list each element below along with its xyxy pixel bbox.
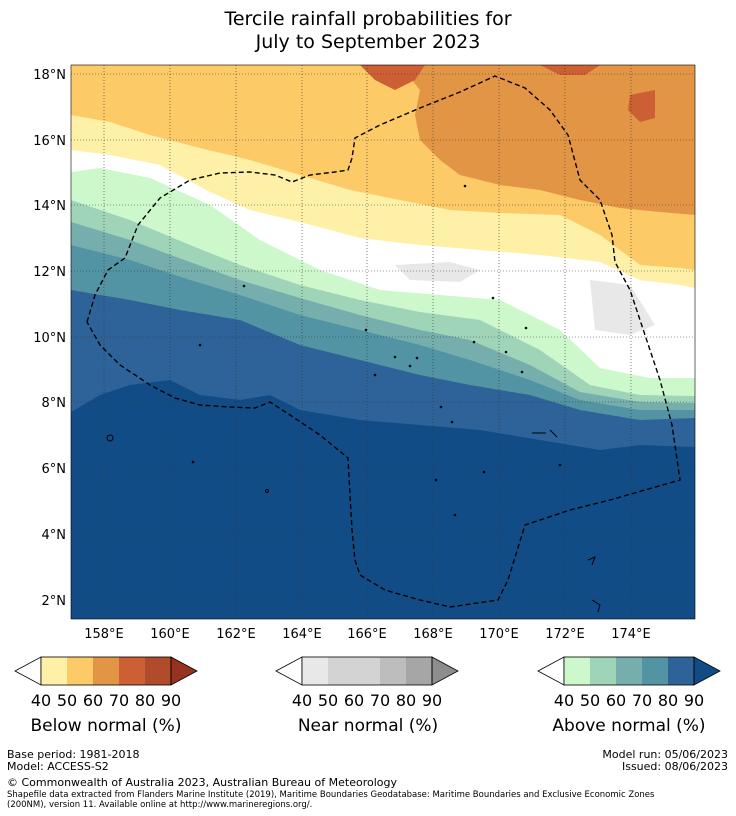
islands [106,184,601,613]
cb-near-70 [380,657,406,685]
cb-above-over [693,656,721,686]
cb-below-50 [67,657,93,685]
cb-above-70 [642,657,668,685]
region-below-70-east [628,90,655,122]
cb-below-tick-80: 80 [135,691,155,710]
cb-above-80 [668,657,694,685]
cb-near-tick-60: 60 [344,691,364,710]
shapefile-credit-line-1: Shapefile data extracted from Flanders M… [7,790,655,800]
cb-below-over [170,656,198,686]
lon-label-172e: 172°E [545,627,585,642]
region-below-70-north [360,65,425,90]
lon-label-160e: 160°E [150,627,190,642]
region-below-60 [400,65,695,215]
cb-below-80 [145,657,171,685]
lat-label-4n: 4°N [42,528,67,543]
cb-near-40 [302,657,328,685]
lat-label-14n: 14°N [33,199,66,214]
lon-label-164e: 164°E [282,627,322,642]
cb-above-40 [564,657,590,685]
cb-near-80 [406,657,432,685]
below-normal-label: Below normal (%) [30,716,182,736]
lon-label-166e: 166°E [347,627,387,642]
base-period: Base period: 1981-2018 [7,748,140,761]
lat-label-8n: 8°N [42,396,67,411]
colorbar-near-normal: 40 50 60 70 80 90 [275,656,459,710]
copyright-notice: © Commonwealth of Australia 2023, Austra… [7,776,397,789]
cb-near-tick-50: 50 [318,691,338,710]
lat-label-2n: 2°N [42,594,67,609]
latitude-axis: 18°N 16°N 14°N 12°N 10°N 8°N 6°N 4°N 2°N [33,68,66,609]
cb-near-tick-80: 80 [396,691,416,710]
issued-date: Issued: 08/06/2023 [621,760,728,773]
cb-above-tick-70: 70 [632,691,652,710]
lat-label-16n: 16°N [33,134,66,149]
lon-label-158e: 158°E [84,627,124,642]
lon-label-174e: 174°E [611,627,651,642]
cb-above-60 [616,657,642,685]
cb-below-tick-60: 60 [83,691,103,710]
lat-label-12n: 12°N [33,265,66,280]
lat-label-18n: 18°N [33,68,66,83]
region-near-40-a [590,280,655,335]
colorbar-below-normal: 40 50 60 70 80 90 [14,656,198,710]
cb-near-over [431,656,459,686]
cb-above-tick-50: 50 [580,691,600,710]
region-below-70-corner [540,65,600,75]
cb-above-tick-80: 80 [658,691,678,710]
cb-near-tick-40: 40 [292,691,312,710]
cb-below-40 [41,657,67,685]
lat-label-10n: 10°N [33,331,66,346]
cb-near-50 [328,657,354,685]
colorbar-above-normal: 40 50 60 70 80 90 [537,656,721,710]
cb-below-tick-50: 50 [57,691,77,710]
region-near-40-b [395,262,480,282]
cb-below-60 [93,657,119,685]
shapefile-credit-line-2: (200NM), version 11. Available online at… [7,800,313,810]
cb-below-tick-90: 90 [161,691,181,710]
cb-near-under [275,656,303,686]
cb-near-60 [354,657,380,685]
probability-field [71,65,695,619]
lon-label-170e: 170°E [479,627,519,642]
lon-label-168e: 168°E [413,627,453,642]
map-title-line-1: Tercile rainfall probabilities for [224,8,512,30]
cb-above-tick-90: 90 [684,691,704,710]
cb-below-70 [119,657,145,685]
cb-below-tick-70: 70 [109,691,129,710]
cb-above-tick-60: 60 [606,691,626,710]
cb-above-tick-40: 40 [554,691,574,710]
model-name: Model: ACCESS-S2 [7,760,109,773]
model-run-date: Model run: 05/06/2023 [602,748,728,761]
cb-above-under [537,656,565,686]
near-normal-label: Near normal (%) [297,716,439,736]
map-title-line-2: July to September 2023 [255,31,481,53]
cb-near-tick-90: 90 [422,691,442,710]
cb-above-50 [590,657,616,685]
above-normal-label: Above normal (%) [552,716,706,736]
lon-label-162e: 162°E [216,627,256,642]
cb-near-tick-70: 70 [370,691,390,710]
graticule [71,65,695,619]
cb-below-under [14,656,42,686]
longitude-axis: 158°E 160°E 162°E 164°E 166°E 168°E 170°… [84,627,651,642]
map-frame [70,64,696,620]
lat-label-6n: 6°N [42,462,67,477]
cb-below-tick-40: 40 [31,691,51,710]
